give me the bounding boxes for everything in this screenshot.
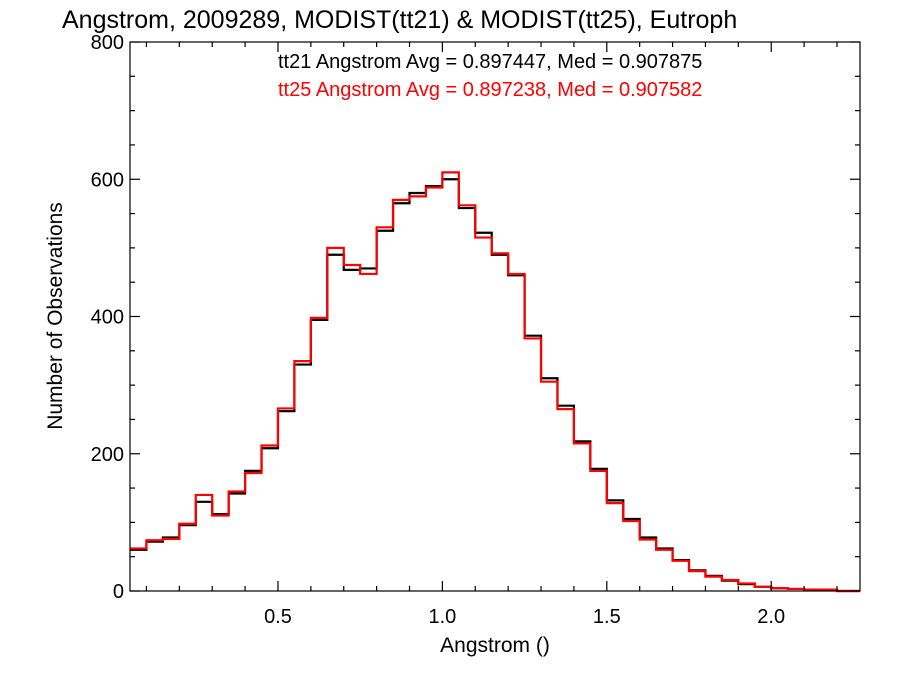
series-layer [130,171,860,593]
x-tick-label: 1.0 [428,606,456,628]
y-tick-label: 0 [113,581,124,603]
x-axis-label: Angstrom () [440,634,550,657]
legend-tt21-stats: tt21 Angstrom Avg = 0.897447, Med = 0.90… [278,51,702,73]
y-tick-label: 200 [91,444,124,466]
tick-layer: 0.5 1.0 1.5 2.0 0 200 400 600 800 [91,32,860,628]
series-tt25-line [130,171,860,593]
plot-frame [129,41,861,592]
y-tick-label: 600 [91,169,124,191]
y-tick-label: 400 [91,307,124,329]
series-tt21-line [130,178,860,593]
legend-tt25-stats: tt25 Angstrom Avg = 0.897238, Med = 0.90… [278,79,702,101]
x-tick-label: 0.5 [264,606,292,628]
x-tick-label: 2.0 [757,606,785,628]
x-tick-label: 1.5 [593,606,621,628]
y-tick-label: 800 [91,32,124,54]
chart-title: Angstrom, 2009289, MODIST(tt21) & MODIST… [62,6,737,34]
y-axis-label: Number of Observations [44,202,67,430]
